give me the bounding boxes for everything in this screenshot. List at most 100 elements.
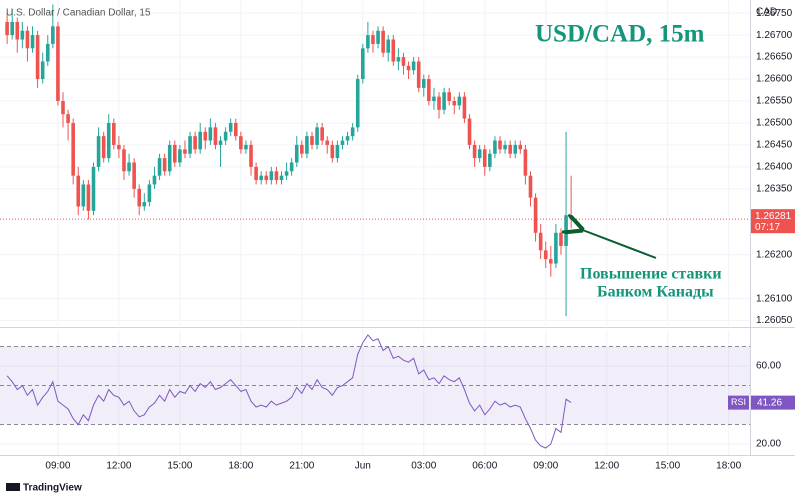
rsi-value-box xyxy=(751,395,795,410)
y-tick-label: 1.26650 xyxy=(756,52,793,63)
candle-body xyxy=(132,162,136,189)
symbol-label: U.S. Dollar / Canadian Dollar, 15 xyxy=(6,8,151,19)
candle-body xyxy=(482,149,487,167)
y-tick-label: 1.26050 xyxy=(756,315,793,326)
candle-body xyxy=(467,118,472,145)
candle-body xyxy=(20,30,25,40)
candle-body xyxy=(142,202,147,207)
candle-body xyxy=(350,127,355,137)
x-tick-label: 09:00 xyxy=(45,461,70,472)
x-tick-label: 15:00 xyxy=(655,461,680,472)
candle-body xyxy=(274,171,279,181)
candle-body xyxy=(218,140,223,145)
y-tick-label: 1.26350 xyxy=(756,183,793,194)
candle-body xyxy=(66,114,70,123)
candle-body xyxy=(554,232,558,264)
candle-body xyxy=(183,149,187,154)
x-tick-label: Jun xyxy=(355,461,371,472)
candle-body xyxy=(523,149,528,176)
candle-body xyxy=(122,149,126,172)
candle-body xyxy=(81,184,86,207)
candle-body xyxy=(559,232,563,246)
rsi-value-label: 41.26 xyxy=(757,397,782,408)
candle-body xyxy=(76,175,81,207)
candle-body xyxy=(305,136,309,154)
candle-body xyxy=(137,188,142,207)
candle-body xyxy=(86,184,91,211)
countdown-label: 07:17 xyxy=(755,222,780,233)
x-tick-label: 09:00 xyxy=(533,461,558,472)
x-tick-label: 12:00 xyxy=(106,461,131,472)
candle-body xyxy=(488,153,492,167)
candle-body xyxy=(320,127,324,141)
candle-body xyxy=(508,144,512,154)
x-tick-label: 15:00 xyxy=(167,461,192,472)
candle-body xyxy=(315,127,319,145)
candle-body xyxy=(172,144,177,163)
candle-body xyxy=(543,250,548,260)
rsi-name-box xyxy=(728,395,749,410)
candle-body xyxy=(228,122,233,132)
candle-body xyxy=(538,232,543,251)
candle-body xyxy=(421,79,426,88)
candle-body xyxy=(208,127,213,141)
candle-body xyxy=(310,136,314,145)
candle-body xyxy=(71,122,75,176)
candle-body xyxy=(35,35,40,80)
candle-body xyxy=(406,65,411,71)
last-price-label: 1.26281 xyxy=(755,211,792,222)
candle-body xyxy=(300,144,304,154)
candle-body xyxy=(269,171,274,181)
candle-body xyxy=(569,215,573,220)
candle-body xyxy=(371,35,375,44)
candle-body xyxy=(40,61,45,80)
y-tick-label: 1.26200 xyxy=(756,249,793,260)
x-tick-label: 18:00 xyxy=(716,461,741,472)
candle-body xyxy=(96,136,101,167)
candle-body xyxy=(15,21,20,40)
candle-body xyxy=(381,30,385,53)
candle-body xyxy=(198,131,203,150)
candle-body xyxy=(355,79,360,128)
candle-body xyxy=(91,166,96,211)
y-tick-label: 1.26550 xyxy=(756,96,793,107)
x-tick-label: 12:00 xyxy=(594,461,619,472)
candle-body xyxy=(244,144,248,150)
candle-body xyxy=(203,131,208,141)
candle-body xyxy=(361,48,365,80)
candle-body xyxy=(513,144,518,154)
candle-body xyxy=(533,197,538,233)
candle-body xyxy=(391,39,396,62)
candle-body xyxy=(294,144,299,163)
y-tick-label: 1.26450 xyxy=(756,140,793,151)
candle-body xyxy=(396,57,401,62)
y-tick-label: 1.26600 xyxy=(756,74,793,85)
brand: TradingView xyxy=(23,483,82,494)
candle-body xyxy=(112,122,116,145)
candle-body xyxy=(45,43,50,62)
y-tick-label: 1.26100 xyxy=(756,293,793,304)
candle-body xyxy=(457,96,462,106)
candle-body xyxy=(366,35,370,49)
candle-body xyxy=(259,175,263,181)
x-tick-label: 18:00 xyxy=(228,461,253,472)
plot xyxy=(0,4,750,449)
candle-body xyxy=(452,101,457,106)
chart-title: USD/CAD, 15m xyxy=(535,21,705,48)
candle-body xyxy=(330,144,335,159)
candle-body xyxy=(549,259,553,264)
candle-body xyxy=(493,140,497,154)
candle-body xyxy=(249,144,253,167)
candle-body xyxy=(279,175,284,181)
annotation: Повышение ставки xyxy=(580,266,722,283)
y-tick-label: 1.26750 xyxy=(756,8,793,19)
candle-body xyxy=(157,158,162,176)
rsi-name: RSI xyxy=(731,397,746,407)
candle-body xyxy=(188,136,192,154)
candle-body xyxy=(51,26,55,44)
candle-body xyxy=(162,158,167,172)
candle-body xyxy=(152,175,157,185)
candle-body xyxy=(264,175,269,181)
